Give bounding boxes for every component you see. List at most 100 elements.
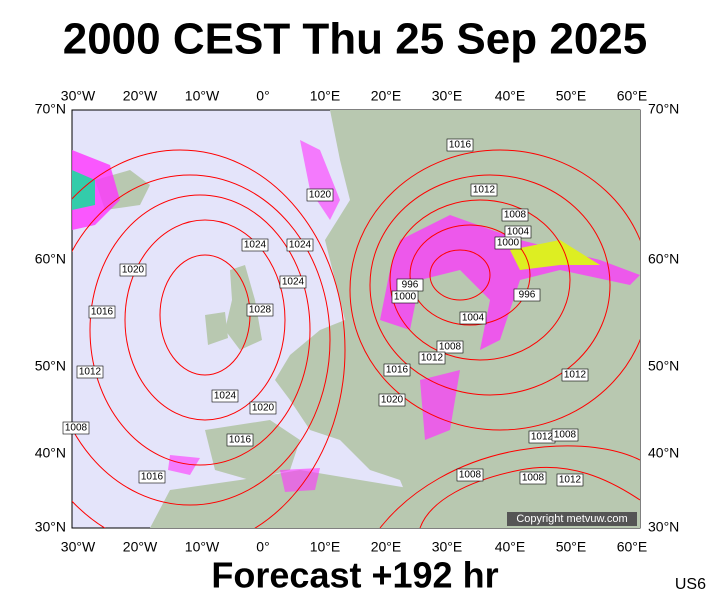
- europe-asia: [275, 110, 640, 528]
- isobar-label-box: [226, 433, 254, 447]
- isobar-label: 996: [519, 290, 536, 301]
- longitude-label: 40°E: [495, 88, 526, 104]
- isobar-label-box: [446, 138, 474, 152]
- longitude-label: 0°: [256, 88, 269, 104]
- isobar-label: 1016: [229, 435, 252, 446]
- copyright-box: [507, 512, 637, 526]
- land-and-weather: [72, 110, 640, 528]
- longitude-label: 20°W: [123, 539, 158, 555]
- latitude-label: 30°N: [35, 519, 66, 535]
- isobar-label: 1024: [282, 277, 305, 288]
- latitude-label: 40°N: [648, 445, 679, 461]
- north-africa: [150, 470, 420, 528]
- longitude-label: 10°W: [185, 88, 220, 104]
- longitude-label: 30°W: [61, 88, 96, 104]
- precipitation: [380, 215, 640, 350]
- longitude-label: 40°E: [495, 539, 526, 555]
- model-code: US6: [675, 576, 706, 593]
- longitude-label: 20°E: [371, 88, 402, 104]
- isobar-label: 996: [402, 280, 419, 291]
- longitude-label: 10°E: [310, 539, 341, 555]
- isobar-label: 1008: [522, 473, 545, 484]
- isobar-label: 1016: [449, 140, 472, 151]
- isobar-label: 1008: [439, 342, 462, 353]
- isobar-label: 1000: [497, 238, 520, 249]
- isobar-label-box: [88, 305, 116, 319]
- isobar-label: 1020: [309, 190, 332, 201]
- precipitation-heavy: [510, 240, 600, 270]
- isobar-label: 1016: [141, 472, 164, 483]
- longitude-label: 10°E: [310, 88, 341, 104]
- isobar-label-box: [241, 238, 269, 252]
- isobar-label-box: [383, 363, 411, 377]
- latitude-label: 60°N: [35, 251, 66, 267]
- isobar-label-box: [470, 183, 498, 197]
- isobar-label: 1012: [564, 370, 587, 381]
- precipitation: [168, 140, 340, 492]
- longitude-label: 30°W: [61, 539, 96, 555]
- longitude-label: 0°: [256, 539, 269, 555]
- isobar-label: 1016: [91, 307, 114, 318]
- precipitation-heavy: [72, 170, 95, 210]
- isobar-label-box: [246, 303, 274, 317]
- map-area: Copyright metvuw.com: [71, 109, 641, 529]
- longitude-label: 30°E: [432, 539, 463, 555]
- isobar-label: 1024: [289, 240, 312, 251]
- latitude-label: 70°N: [648, 101, 679, 117]
- isobar-label-box: [436, 340, 464, 354]
- isobar-label: 1012: [531, 432, 554, 443]
- longitude-label: 50°E: [556, 88, 587, 104]
- isobar-label-box: [76, 365, 104, 379]
- isobar-label-box: [551, 428, 579, 442]
- isobar-label-box: [561, 368, 589, 382]
- longitude-label: 20°E: [371, 539, 402, 555]
- isobar-label: 1008: [459, 470, 482, 481]
- latitude-label: 30°N: [648, 519, 679, 535]
- isobar-label-box: [556, 473, 584, 487]
- isobar-label-box: [456, 468, 484, 482]
- latitude-label: 40°N: [35, 445, 66, 461]
- isobar-label-box: [494, 236, 522, 250]
- isobar-label: 1012: [473, 185, 496, 196]
- isobars: [72, 149, 640, 528]
- isobar-label-box: [119, 263, 147, 277]
- isobar-label: 1008: [504, 210, 527, 221]
- isobar-label: 1004: [462, 313, 485, 324]
- great-britain: [225, 265, 262, 350]
- isobar-label: 1020: [381, 395, 404, 406]
- longitude-label: 60°E: [617, 539, 648, 555]
- isobar-label: 1012: [79, 367, 102, 378]
- isobar-label-box: [418, 351, 446, 365]
- isobar-label-box: [513, 288, 541, 302]
- isobar-label-box: [501, 208, 529, 222]
- isobar-label-box: [519, 471, 547, 485]
- isobar-label: 1012: [559, 475, 582, 486]
- isobar-label-box: [378, 393, 406, 407]
- title: 2000 CEST Thu 25 Sep 2025: [63, 15, 648, 64]
- forecast-label: Forecast +192 hr: [211, 555, 498, 596]
- longitude-label: 30°E: [432, 88, 463, 104]
- isobar-label-box: [249, 401, 277, 415]
- longitude-label: 20°W: [123, 88, 158, 104]
- isobar-label-box: [391, 290, 419, 304]
- isobar-label: 1020: [252, 403, 275, 414]
- latitude-label: 70°N: [35, 101, 66, 117]
- longitude-label: 60°E: [617, 88, 648, 104]
- isobar-label: 1012: [421, 353, 444, 364]
- isobar-label: 1020: [122, 265, 145, 276]
- isobar-label-box: [306, 188, 334, 202]
- latitude-label: 50°N: [35, 358, 66, 374]
- latitude-label: 50°N: [648, 358, 679, 374]
- latitude-label: 60°N: [648, 251, 679, 267]
- copyright: Copyright metvuw.com: [516, 513, 627, 525]
- isobar-label: 1008: [65, 423, 88, 434]
- isobar-label-box: [459, 311, 487, 325]
- longitude-label: 50°E: [556, 539, 587, 555]
- isobar-label-box: [62, 421, 90, 435]
- isobar-label: 1024: [244, 240, 267, 251]
- isobar-label-box: [279, 275, 307, 289]
- isobar-label: 1000: [394, 292, 417, 303]
- isobar-label: 1008: [554, 430, 577, 441]
- isobar-label-box: [211, 389, 239, 403]
